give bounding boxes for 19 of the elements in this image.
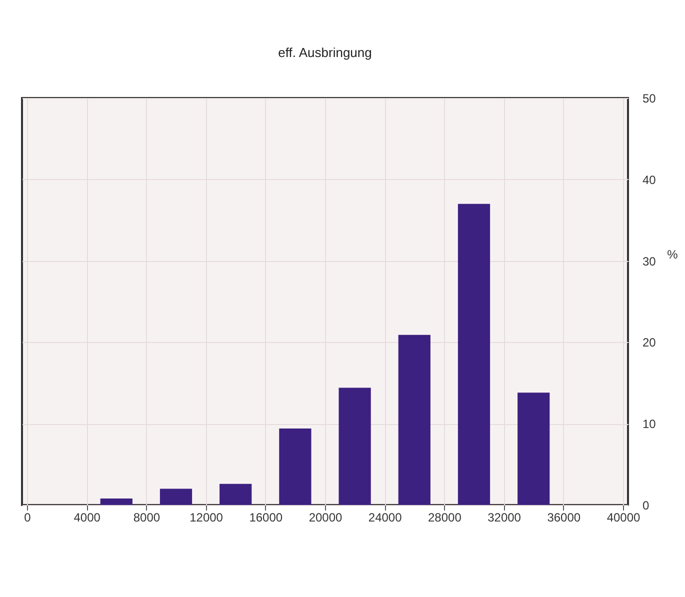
y-tick-label: 50 (642, 92, 656, 106)
x-tick-label: 8000 (133, 510, 160, 524)
y-axis-title: % (667, 247, 678, 262)
x-tick-label: 24000 (368, 510, 402, 524)
x-tick-label: 20000 (308, 510, 343, 524)
y-tick-label: 40 (642, 172, 656, 187)
x-tick-label: 36000 (547, 510, 581, 524)
x-tick-label: 0 (24, 510, 32, 524)
x-tick-label: 28000 (428, 510, 462, 524)
y-tick-label: 30 (642, 254, 656, 268)
y-tick-label: 20 (642, 336, 656, 350)
x-tick-label: 40000 (606, 510, 641, 524)
x-tick-label: 16000 (249, 510, 283, 524)
x-tick-label: 12000 (190, 510, 224, 524)
x-tick-label: 4000 (74, 510, 101, 524)
x-tick-label: 32000 (488, 510, 522, 524)
y-tick-label: 0 (642, 498, 650, 512)
y-tick-label: 10 (642, 417, 656, 432)
chart-title: eff. Ausbringung (278, 45, 372, 60)
